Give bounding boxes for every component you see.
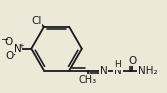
Text: N: N bbox=[100, 66, 108, 76]
Text: CH₃: CH₃ bbox=[79, 75, 97, 85]
Text: −: − bbox=[1, 35, 9, 45]
Text: O: O bbox=[5, 51, 14, 61]
Text: O: O bbox=[4, 37, 13, 47]
Text: Cl: Cl bbox=[31, 16, 41, 26]
Text: N: N bbox=[114, 66, 122, 76]
Text: +: + bbox=[18, 43, 24, 49]
Text: O: O bbox=[128, 56, 136, 66]
Text: N: N bbox=[14, 44, 22, 54]
Text: NH₂: NH₂ bbox=[138, 66, 157, 76]
Text: H: H bbox=[115, 60, 121, 69]
